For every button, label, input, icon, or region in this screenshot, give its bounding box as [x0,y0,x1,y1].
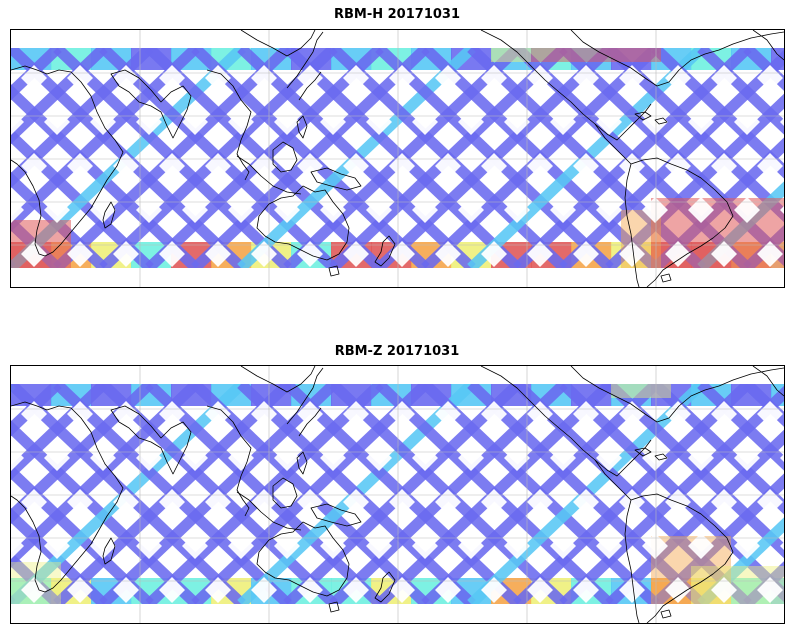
map-canvas-rbm-z [11,366,784,623]
map-gridlines [11,366,784,623]
panel-title-rbm-h: RBM-H 20171031 [333,7,461,22]
map-panel-rbm-z [10,365,785,624]
map-canvas-rbm-h [11,30,784,287]
map-coastline [11,30,784,287]
map-gridlines [11,30,784,287]
map-panel-rbm-h [10,29,785,288]
panel-title-rbm-z: RBM-Z 20171031 [334,344,460,359]
map-coastline [11,366,784,623]
